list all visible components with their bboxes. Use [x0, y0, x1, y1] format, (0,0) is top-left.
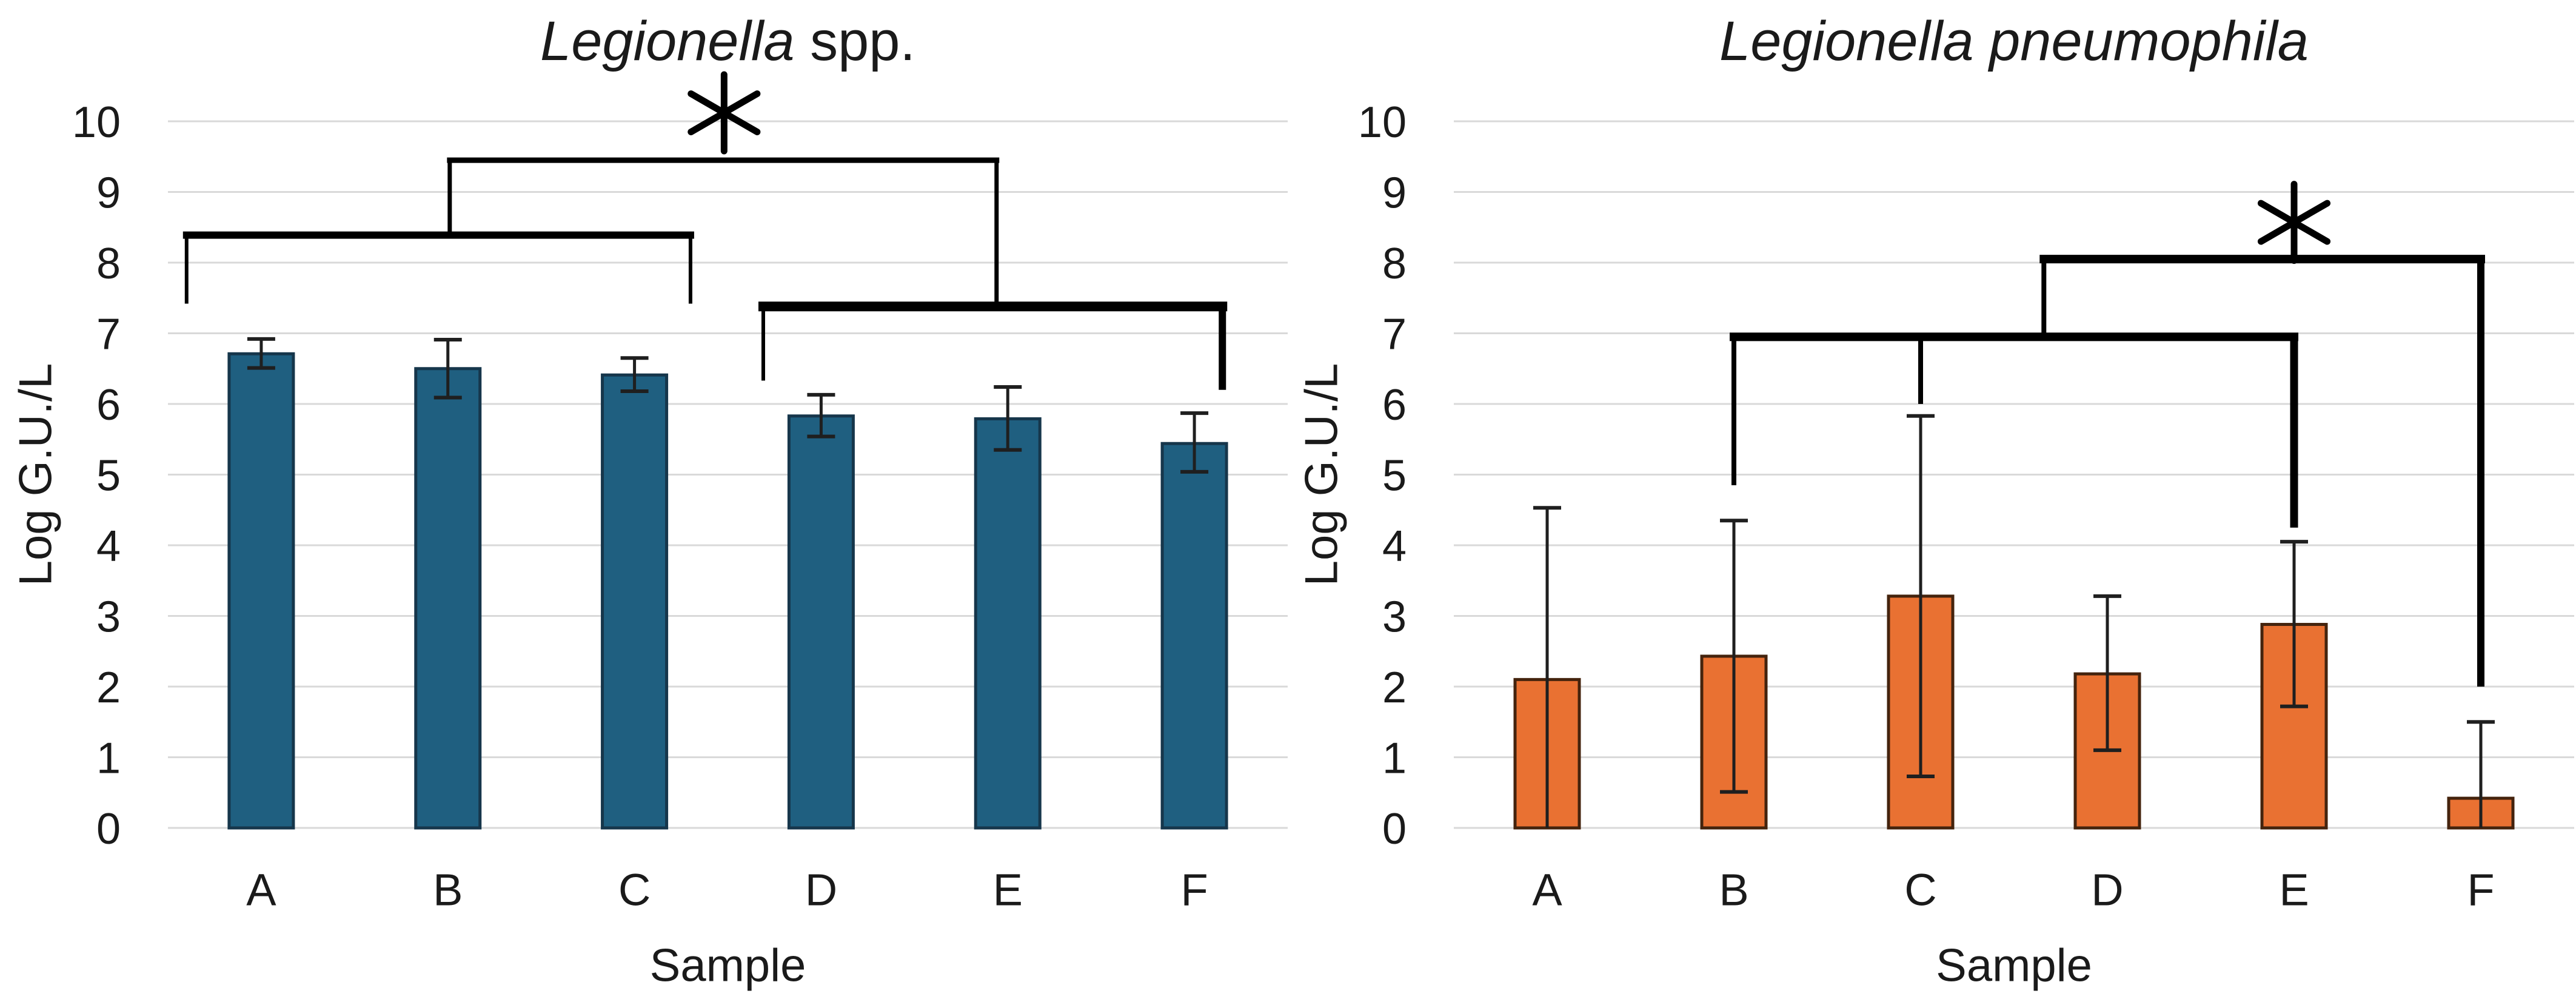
bar-E — [2260, 622, 2328, 830]
category-label-C: C — [1904, 865, 1936, 915]
title-italic-part: Legionella — [540, 10, 795, 72]
y-tick-label-5: 5 — [96, 451, 121, 500]
significance-asterisk — [687, 90, 761, 136]
bar-D — [787, 414, 855, 830]
y-tick-label-3: 3 — [96, 593, 121, 641]
y-tick-label-2: 2 — [1382, 664, 1407, 712]
y-tick-label-6: 6 — [1382, 381, 1407, 429]
y-tick-label-8: 8 — [96, 240, 121, 288]
y-tick-label-5: 5 — [1382, 451, 1407, 500]
x-axis-title: Sample — [650, 940, 806, 991]
title-italic-part: Legionella pneumophila — [1719, 10, 2309, 72]
x-axis-title: Sample — [1936, 940, 2092, 991]
category-label-A: A — [1532, 865, 1562, 915]
chart-title-legionella-spp: Legionella spp. — [168, 13, 1288, 69]
category-label-A: A — [246, 865, 276, 915]
y-tick-label-3: 3 — [1382, 593, 1407, 641]
y-tick-label-6: 6 — [96, 381, 121, 429]
y-tick-label-8: 8 — [1382, 240, 1407, 288]
category-label-D: D — [2091, 865, 2123, 915]
bar-C — [601, 373, 669, 830]
bar-E — [974, 417, 1042, 830]
y-axis-title: Log G.U./L — [1296, 363, 1347, 587]
y-tick-label-10: 10 — [72, 98, 121, 147]
y-tick-label-1: 1 — [1382, 734, 1407, 782]
bar-B — [414, 367, 482, 830]
y-tick-label-1: 1 — [96, 734, 121, 782]
bar-F — [1160, 442, 1228, 830]
y-tick-label-0: 0 — [1382, 805, 1407, 853]
bar-A — [227, 352, 295, 830]
y-tick-label-4: 4 — [1382, 522, 1407, 571]
title-regular-part: spp. — [794, 10, 915, 72]
y-tick-label-4: 4 — [96, 522, 121, 571]
category-label-F: F — [2467, 865, 2494, 915]
y-tick-label-0: 0 — [96, 805, 121, 853]
category-label-B: B — [1719, 865, 1748, 915]
y-axis-title: Log G.U./L — [10, 363, 61, 587]
y-tick-label-9: 9 — [1382, 169, 1407, 217]
chart-title-legionella-pneumophila: Legionella pneumophila — [1454, 13, 2574, 69]
y-tick-label-7: 7 — [1382, 310, 1407, 358]
category-label-C: C — [618, 865, 651, 915]
y-tick-label-10: 10 — [1358, 98, 1407, 147]
category-label-E: E — [993, 865, 1023, 915]
y-tick-label-9: 9 — [96, 169, 121, 217]
category-label-D: D — [805, 865, 837, 915]
category-label-B: B — [433, 865, 463, 915]
significance-asterisk — [2257, 200, 2331, 245]
y-tick-label-2: 2 — [96, 664, 121, 712]
y-tick-label-7: 7 — [96, 310, 121, 358]
category-label-E: E — [2279, 865, 2309, 915]
category-label-F: F — [1180, 865, 1208, 915]
